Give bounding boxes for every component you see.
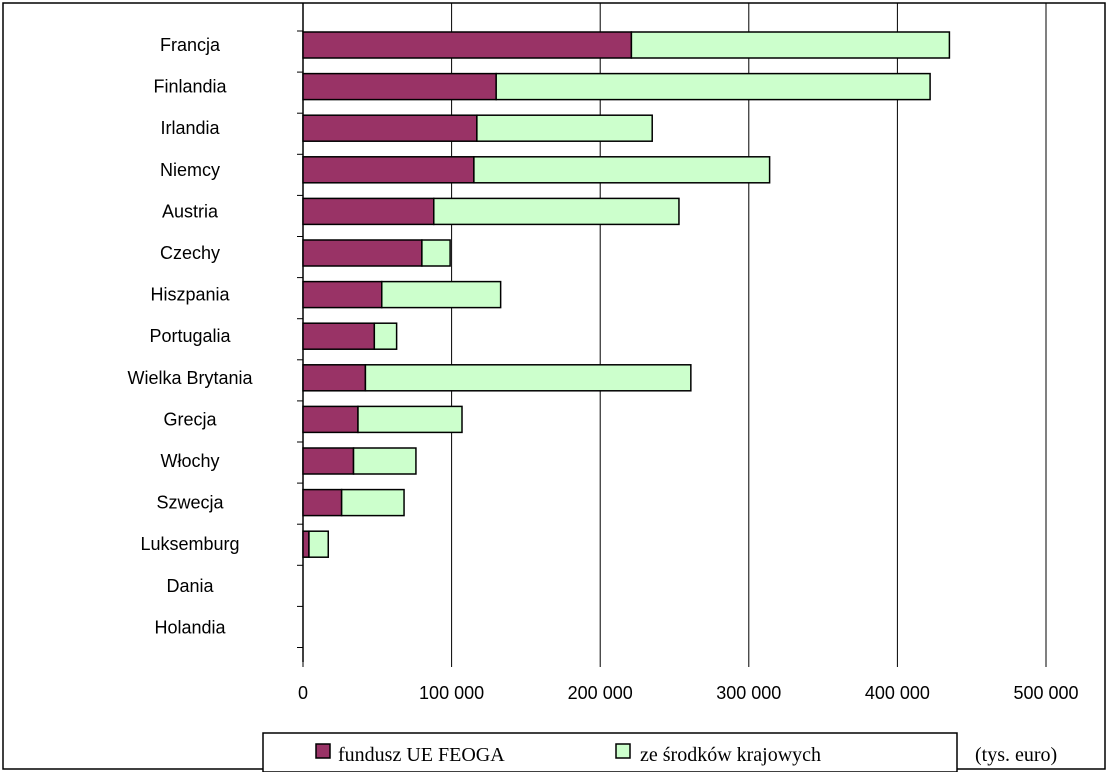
x-tick-label: 200 000 bbox=[568, 683, 633, 703]
bar-segment-national-funds bbox=[364, 364, 692, 392]
bar-segment-eu-fund bbox=[302, 530, 310, 558]
bar-segment-eu-fund bbox=[302, 447, 355, 475]
category-label: Austria bbox=[162, 201, 219, 221]
bars bbox=[302, 31, 951, 558]
bar-segment-national-funds bbox=[357, 405, 463, 434]
gridlines bbox=[451, 3, 1047, 662]
category-label: Dania bbox=[166, 576, 214, 596]
bar-segment-eu-fund bbox=[302, 405, 359, 434]
category-label: Hiszpania bbox=[150, 285, 230, 305]
category-label: Szwecja bbox=[156, 493, 224, 513]
category-label: Niemcy bbox=[160, 160, 220, 180]
unit-label: (tys. euro) bbox=[975, 744, 1057, 766]
bar-segment-national-funds bbox=[308, 530, 330, 558]
category-labels: Francja Finlandia Irlandia Niemcy Austria Cze… bbox=[127, 35, 253, 637]
x-tick-label: 400 000 bbox=[865, 683, 930, 703]
category-label: Luksemburg bbox=[140, 534, 239, 554]
x-tick-label: 300 000 bbox=[716, 683, 781, 703]
bar-segment-national-funds bbox=[340, 488, 405, 517]
x-tick-label: 100 000 bbox=[419, 683, 484, 703]
category-label: Finlandia bbox=[153, 77, 227, 97]
legend-box bbox=[262, 732, 958, 772]
legend-swatch-national-funds bbox=[615, 743, 631, 759]
bar-segment-eu-fund bbox=[302, 322, 376, 350]
bar-segment-national-funds bbox=[473, 156, 771, 184]
category-label: Wielka Brytania bbox=[127, 368, 253, 388]
bar-segment-national-funds bbox=[352, 447, 417, 475]
legend-swatch-eu-fund bbox=[315, 743, 331, 759]
bar-segment-eu-fund bbox=[302, 364, 367, 392]
category-label: Irlandia bbox=[160, 118, 220, 138]
bar-segment-eu-fund bbox=[302, 239, 423, 267]
bar-segment-national-funds bbox=[495, 72, 931, 101]
category-label: Grecja bbox=[163, 409, 217, 429]
bar-segment-eu-fund bbox=[302, 72, 497, 101]
bar-segment-national-funds bbox=[381, 280, 502, 309]
bar-segment-national-funds bbox=[421, 239, 451, 267]
category-label: Włochy bbox=[160, 451, 219, 471]
legend-label-eu-fund: fundusz UE FEOGA bbox=[338, 744, 505, 766]
bar-segment-national-funds bbox=[476, 114, 653, 142]
bar-segment-eu-fund bbox=[302, 197, 435, 226]
bar-segment-eu-fund bbox=[302, 156, 475, 184]
bar-segment-national-funds bbox=[373, 322, 398, 350]
legend-label-national-funds: ze środków krajowych bbox=[640, 744, 821, 766]
category-label: Holandia bbox=[154, 617, 226, 637]
category-label: Czechy bbox=[160, 243, 220, 263]
bar-segment-national-funds bbox=[630, 31, 951, 59]
x-tick-label: 0 bbox=[298, 683, 308, 703]
bar-segment-eu-fund bbox=[302, 114, 478, 142]
bar-segment-eu-fund bbox=[302, 31, 633, 59]
bar-segment-eu-fund bbox=[302, 488, 343, 517]
category-label: Portugalia bbox=[149, 326, 231, 346]
tick-labels: 0 100 000 200 000 300 000 400 000 500 000 bbox=[298, 683, 1079, 703]
legend: fundusz UE FEOGA ze środków krajowych bbox=[262, 732, 958, 772]
category-label: Francja bbox=[160, 35, 221, 55]
bar-segment-national-funds bbox=[433, 197, 680, 226]
bar-segment-eu-fund bbox=[302, 280, 383, 309]
x-tick-label: 500 000 bbox=[1013, 683, 1078, 703]
